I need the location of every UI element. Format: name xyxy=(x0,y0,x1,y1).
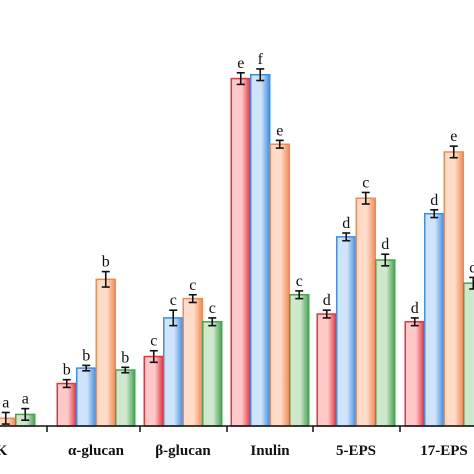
bar-17-EPS-s2 xyxy=(424,212,445,427)
bar-β-glucan-s2 xyxy=(163,317,184,427)
significance-label: e xyxy=(276,122,283,139)
significance-label: a xyxy=(2,394,9,411)
bar-α-glucan-s1 xyxy=(56,382,77,427)
bar-Inulin-s4 xyxy=(289,294,310,427)
error-bar xyxy=(1,411,10,425)
error-bar xyxy=(410,317,419,327)
significance-label: c xyxy=(189,277,196,294)
x-tick-label: 5-EPS xyxy=(336,443,376,459)
x-tick-label: 17-EPS xyxy=(420,443,468,459)
error-bar xyxy=(449,145,458,159)
x-tick-label: CK xyxy=(0,443,8,459)
error-bar xyxy=(21,407,30,422)
error-bar xyxy=(208,317,217,327)
significance-label: c xyxy=(296,273,303,290)
bar-α-glucan-s3 xyxy=(95,278,116,427)
error-bar xyxy=(275,139,284,149)
error-bar xyxy=(361,191,370,205)
significance-label: c xyxy=(209,300,216,317)
bar-5-EPS-s3 xyxy=(355,197,376,427)
significance-label: d xyxy=(342,215,350,232)
significance-label: d xyxy=(469,259,474,276)
bar-17-EPS-s4 xyxy=(463,282,474,427)
error-bar xyxy=(188,293,197,304)
error-bar xyxy=(101,270,110,288)
bar-Inulin-s2 xyxy=(250,73,271,427)
error-bar xyxy=(342,232,351,242)
x-axis: CK α-glucan β-glucan Inulin 5-EPS 17-EPS xyxy=(0,425,474,459)
x-tick-label: Inulin xyxy=(250,443,290,459)
bar-5-EPS-s2 xyxy=(336,236,357,427)
bar-5-EPS-s4 xyxy=(375,259,396,427)
error-bar xyxy=(381,253,390,267)
bar-5-EPS-s1 xyxy=(316,313,337,427)
significance-label: c xyxy=(362,174,369,191)
bar-Inulin-s1 xyxy=(230,77,251,427)
significance-label: e xyxy=(237,55,244,72)
significance-label: c xyxy=(150,333,157,350)
x-tick-label: α-glucan xyxy=(68,443,125,459)
error-bar xyxy=(430,209,439,219)
significance-label: b xyxy=(63,362,71,379)
error-bar xyxy=(322,309,331,319)
bars-layer xyxy=(0,68,474,427)
error-bar xyxy=(82,364,91,372)
x-tick-label: β-glucan xyxy=(155,443,211,459)
significance-label: d xyxy=(323,292,331,309)
error-bar xyxy=(256,68,265,82)
error-bar xyxy=(149,349,158,364)
error-bar xyxy=(169,309,178,327)
bar-α-glucan-s4 xyxy=(115,369,136,427)
significance-label: d xyxy=(411,300,419,317)
error-bar xyxy=(62,378,71,389)
bar-β-glucan-s4 xyxy=(202,321,223,427)
significance-label: b xyxy=(102,254,110,271)
error-bar xyxy=(469,276,474,290)
significance-label: d xyxy=(430,192,438,209)
bar-17-EPS-s3 xyxy=(443,151,464,427)
significance-label: b xyxy=(121,349,129,366)
significance-label: f xyxy=(258,51,264,68)
significance-label: c xyxy=(170,292,177,309)
bar-17-EPS-s1 xyxy=(404,321,425,427)
bar-β-glucan-s3 xyxy=(182,297,203,427)
bar-Inulin-s3 xyxy=(269,143,290,427)
significance-label: d xyxy=(381,236,389,253)
bar-β-glucan-s1 xyxy=(143,355,164,427)
significance-label: a xyxy=(22,391,29,408)
error-bar xyxy=(121,366,130,374)
bar-α-glucan-s2 xyxy=(76,367,97,427)
error-bar xyxy=(295,290,304,300)
error-bar xyxy=(236,72,245,86)
significance-label: e xyxy=(450,128,457,145)
significance-label: b xyxy=(82,347,90,364)
